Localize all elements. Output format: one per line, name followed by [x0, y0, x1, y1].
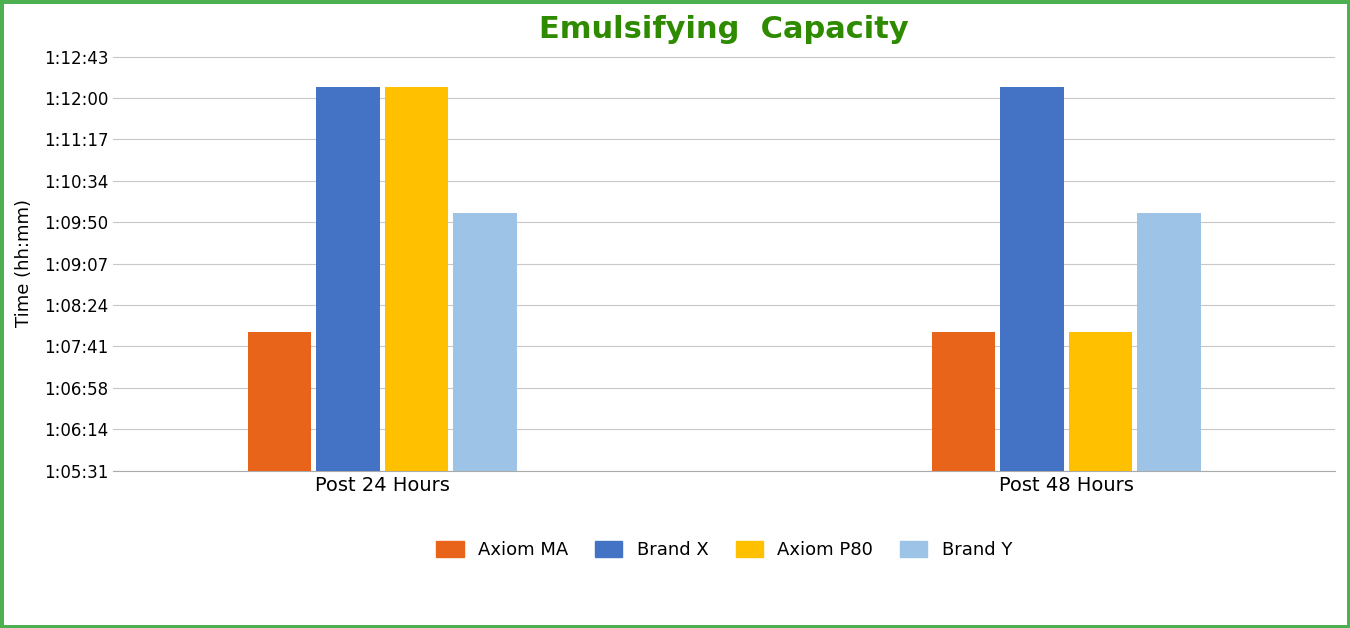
Bar [1137, 213, 1200, 471]
Bar [454, 213, 517, 471]
Bar [1000, 87, 1064, 471]
Title: Emulsifying  Capacity: Emulsifying Capacity [540, 15, 909, 44]
Bar [248, 332, 312, 471]
Bar [385, 87, 448, 471]
Y-axis label: Time (hh:mm): Time (hh:mm) [15, 198, 32, 327]
Legend: Axiom MA, Brand X, Axiom P80, Brand Y: Axiom MA, Brand X, Axiom P80, Brand Y [429, 534, 1019, 566]
Bar [931, 332, 995, 471]
Bar [1069, 332, 1133, 471]
Bar [316, 87, 379, 471]
